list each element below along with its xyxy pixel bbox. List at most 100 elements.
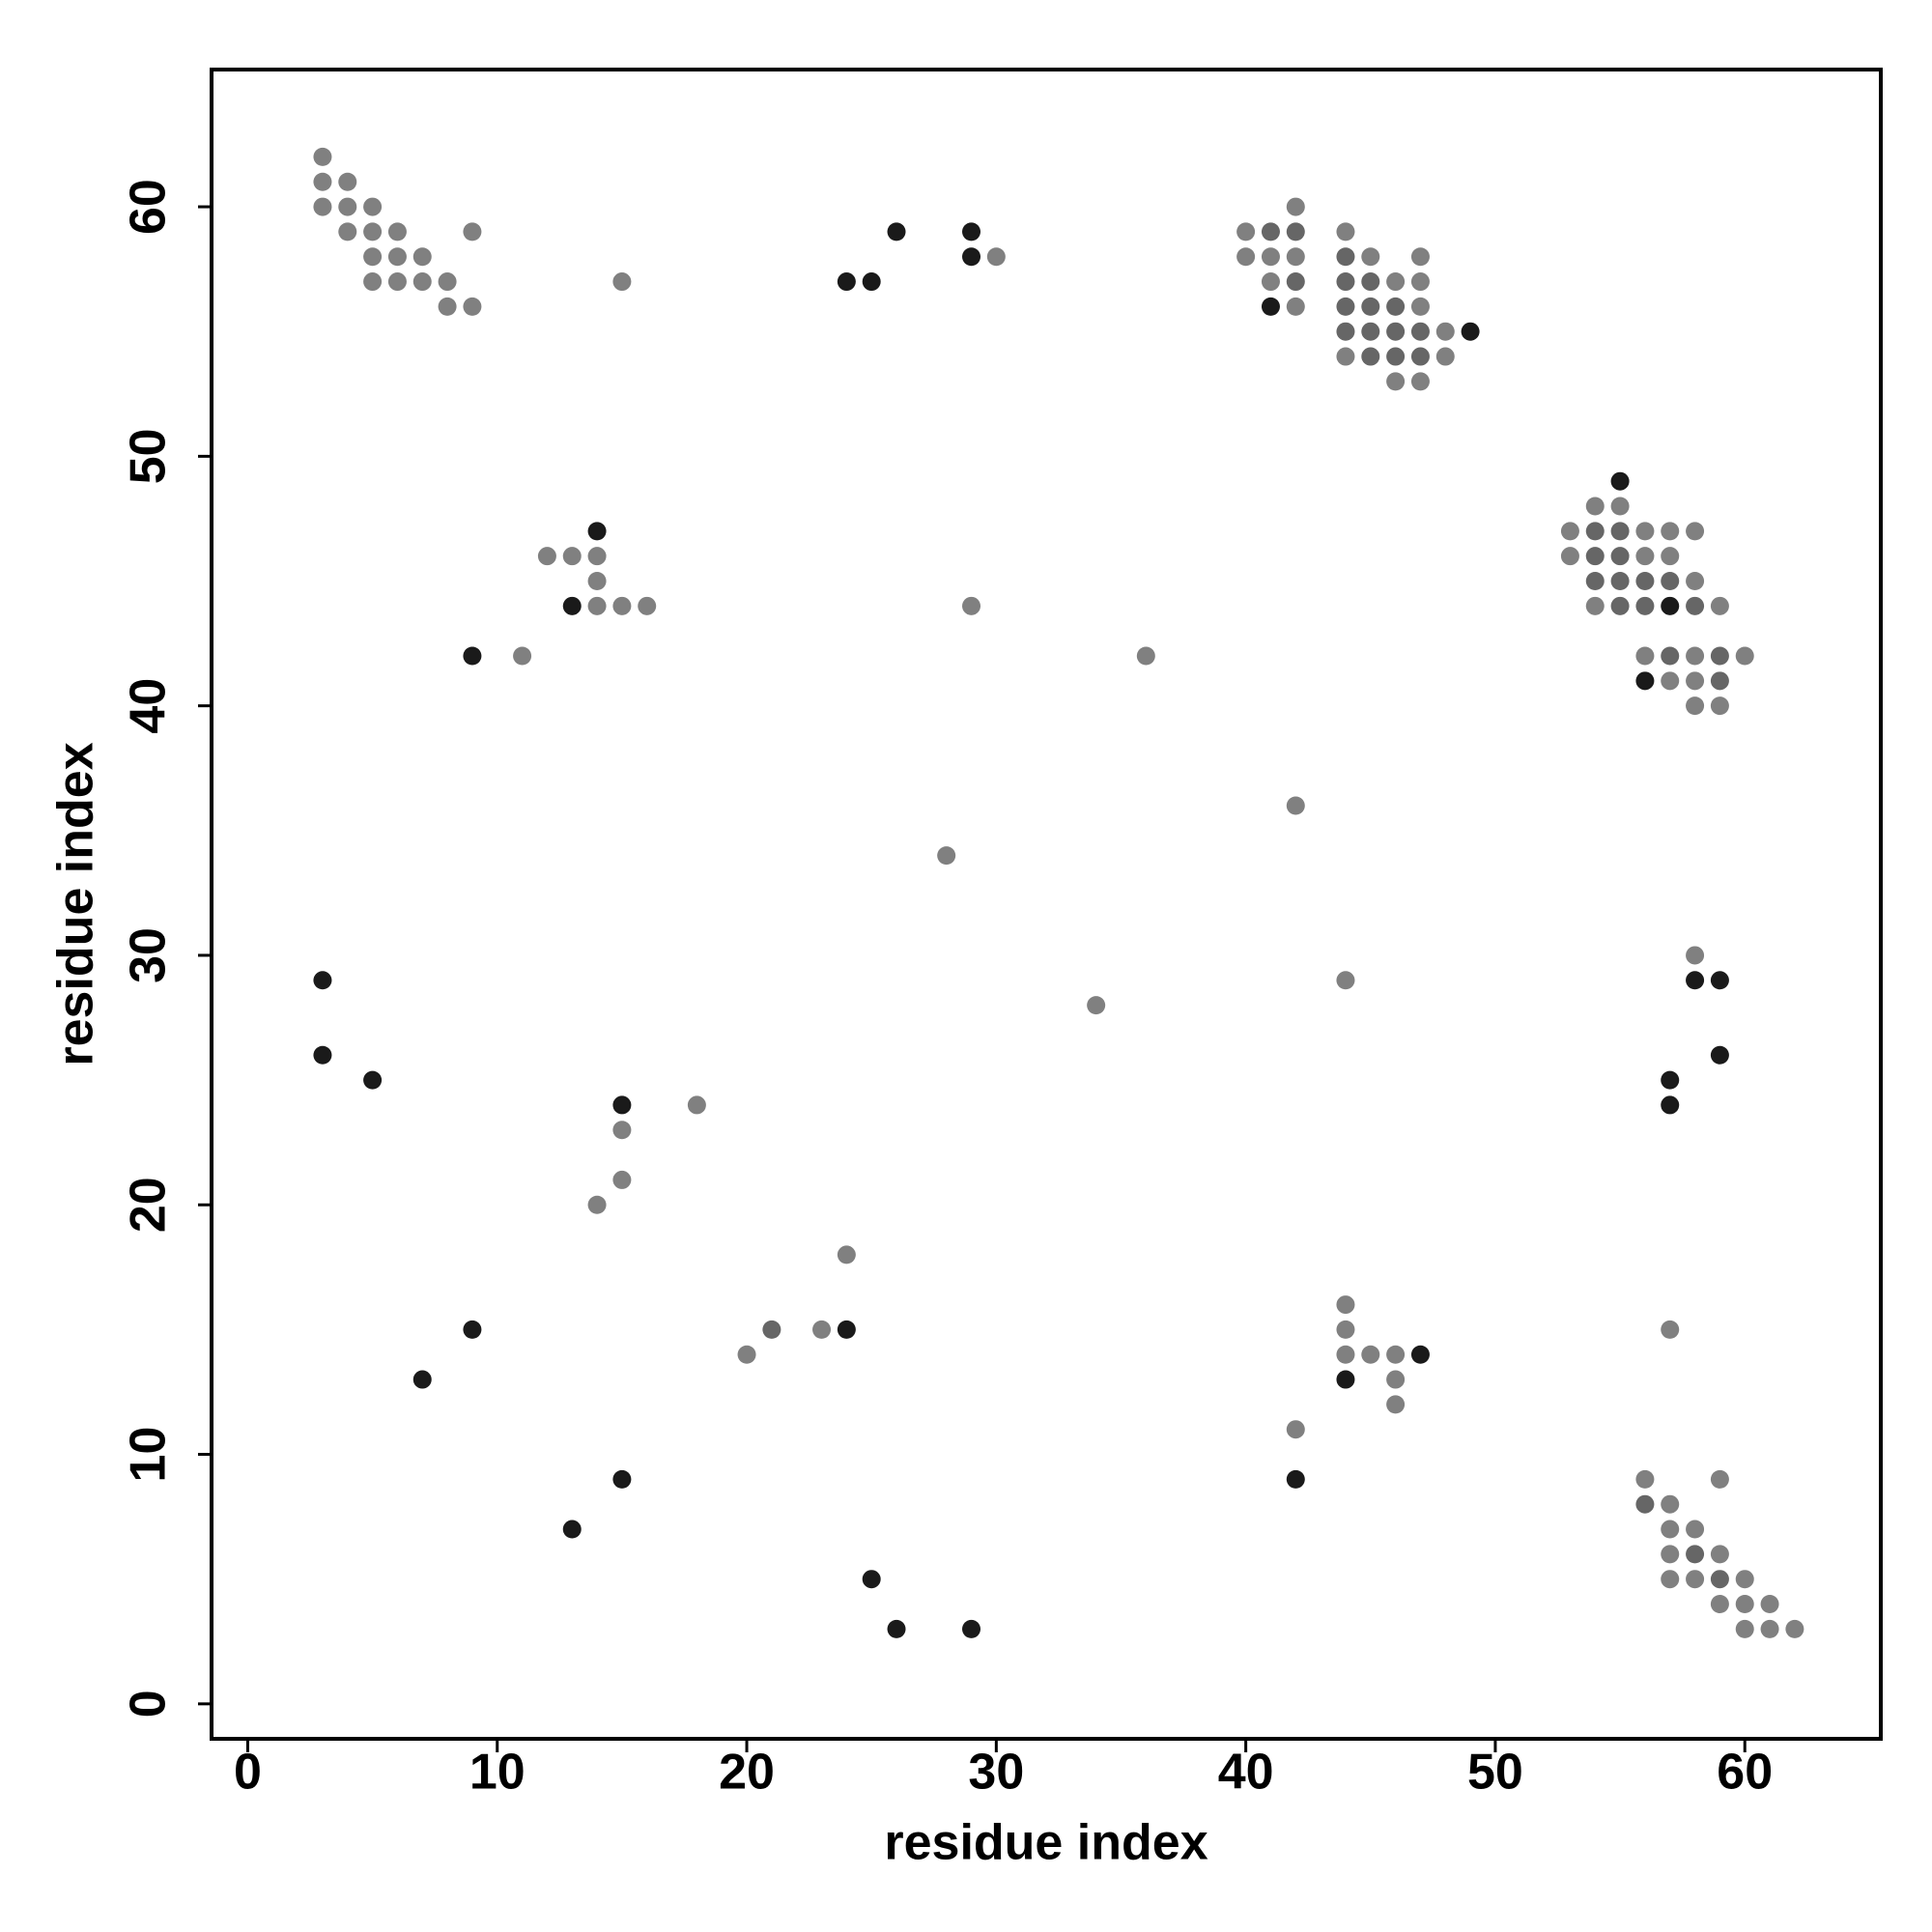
point (1286, 222, 1305, 242)
point (1386, 372, 1406, 391)
point (1410, 297, 1430, 316)
point (537, 547, 556, 566)
x-axis-label: residue index (884, 1815, 1208, 1871)
point (387, 222, 407, 242)
point (1710, 971, 1729, 990)
point (387, 272, 407, 292)
point (1336, 1320, 1355, 1339)
point (887, 222, 906, 242)
point (1661, 522, 1680, 541)
point (1610, 572, 1630, 591)
x-tick-label: 60 (1717, 1745, 1773, 1801)
point (1410, 247, 1430, 267)
point (612, 1170, 632, 1189)
point (1710, 1570, 1729, 1589)
point (1361, 272, 1380, 292)
point (1410, 272, 1430, 292)
point (1686, 522, 1705, 541)
point (1336, 1370, 1355, 1389)
point (363, 272, 383, 292)
point (363, 247, 383, 267)
point (1461, 322, 1480, 341)
point (1661, 1570, 1680, 1589)
point (962, 247, 981, 267)
point (862, 1570, 881, 1589)
point (313, 147, 332, 166)
point (1661, 646, 1680, 666)
x-tick-label: 30 (968, 1745, 1024, 1801)
point (1686, 1570, 1705, 1589)
point (387, 247, 407, 267)
point (1686, 671, 1705, 691)
x-tick-label: 10 (469, 1745, 526, 1801)
point (1710, 1545, 1729, 1564)
point (1261, 222, 1280, 242)
point (1361, 322, 1380, 341)
point (1261, 297, 1280, 316)
point (363, 197, 383, 216)
point (1585, 547, 1605, 566)
point (313, 1045, 332, 1065)
point (587, 1195, 607, 1214)
point (562, 1520, 582, 1539)
x-tick-label: 20 (719, 1745, 775, 1801)
point (313, 172, 332, 191)
point (1661, 1545, 1680, 1564)
point (1585, 522, 1605, 541)
point (887, 1619, 906, 1638)
point (463, 646, 482, 666)
point (1760, 1595, 1779, 1614)
point (1661, 547, 1680, 566)
point (1686, 946, 1705, 965)
x-tick-label: 0 (234, 1745, 262, 1801)
point (1735, 646, 1754, 666)
point (587, 522, 607, 541)
point (587, 596, 607, 615)
point (1710, 1595, 1729, 1614)
point (338, 222, 357, 242)
point (1410, 372, 1430, 391)
point (338, 172, 357, 191)
point (1386, 297, 1406, 316)
point (837, 272, 856, 292)
point (1386, 272, 1406, 292)
y-tick-label: 30 (121, 927, 177, 983)
point (1686, 696, 1705, 716)
point (1735, 1595, 1754, 1614)
point (1686, 646, 1705, 666)
point (1635, 596, 1655, 615)
point (513, 646, 532, 666)
point (412, 247, 432, 267)
point (587, 547, 607, 566)
point (1386, 1395, 1406, 1414)
point (1661, 1070, 1680, 1090)
point (438, 272, 457, 292)
point (937, 846, 956, 866)
point (612, 1121, 632, 1140)
x-tick-label: 50 (1467, 1745, 1523, 1801)
point (1661, 572, 1680, 591)
point (1286, 796, 1305, 815)
point (1710, 646, 1729, 666)
point (438, 297, 457, 316)
point (412, 272, 432, 292)
point (1661, 596, 1680, 615)
point (1610, 471, 1630, 491)
point (1635, 522, 1655, 541)
point (1286, 247, 1305, 267)
point (1336, 1345, 1355, 1364)
point (1361, 297, 1380, 316)
point (1336, 297, 1355, 316)
point (612, 596, 632, 615)
point (1236, 222, 1256, 242)
point (962, 1619, 981, 1638)
point (837, 1320, 856, 1339)
point (1361, 247, 1380, 267)
point (1286, 272, 1305, 292)
point (1686, 1545, 1705, 1564)
point (1635, 547, 1655, 566)
y-axis-label: residue index (48, 742, 104, 1065)
point (862, 272, 881, 292)
point (1635, 1494, 1655, 1514)
point (762, 1320, 781, 1339)
